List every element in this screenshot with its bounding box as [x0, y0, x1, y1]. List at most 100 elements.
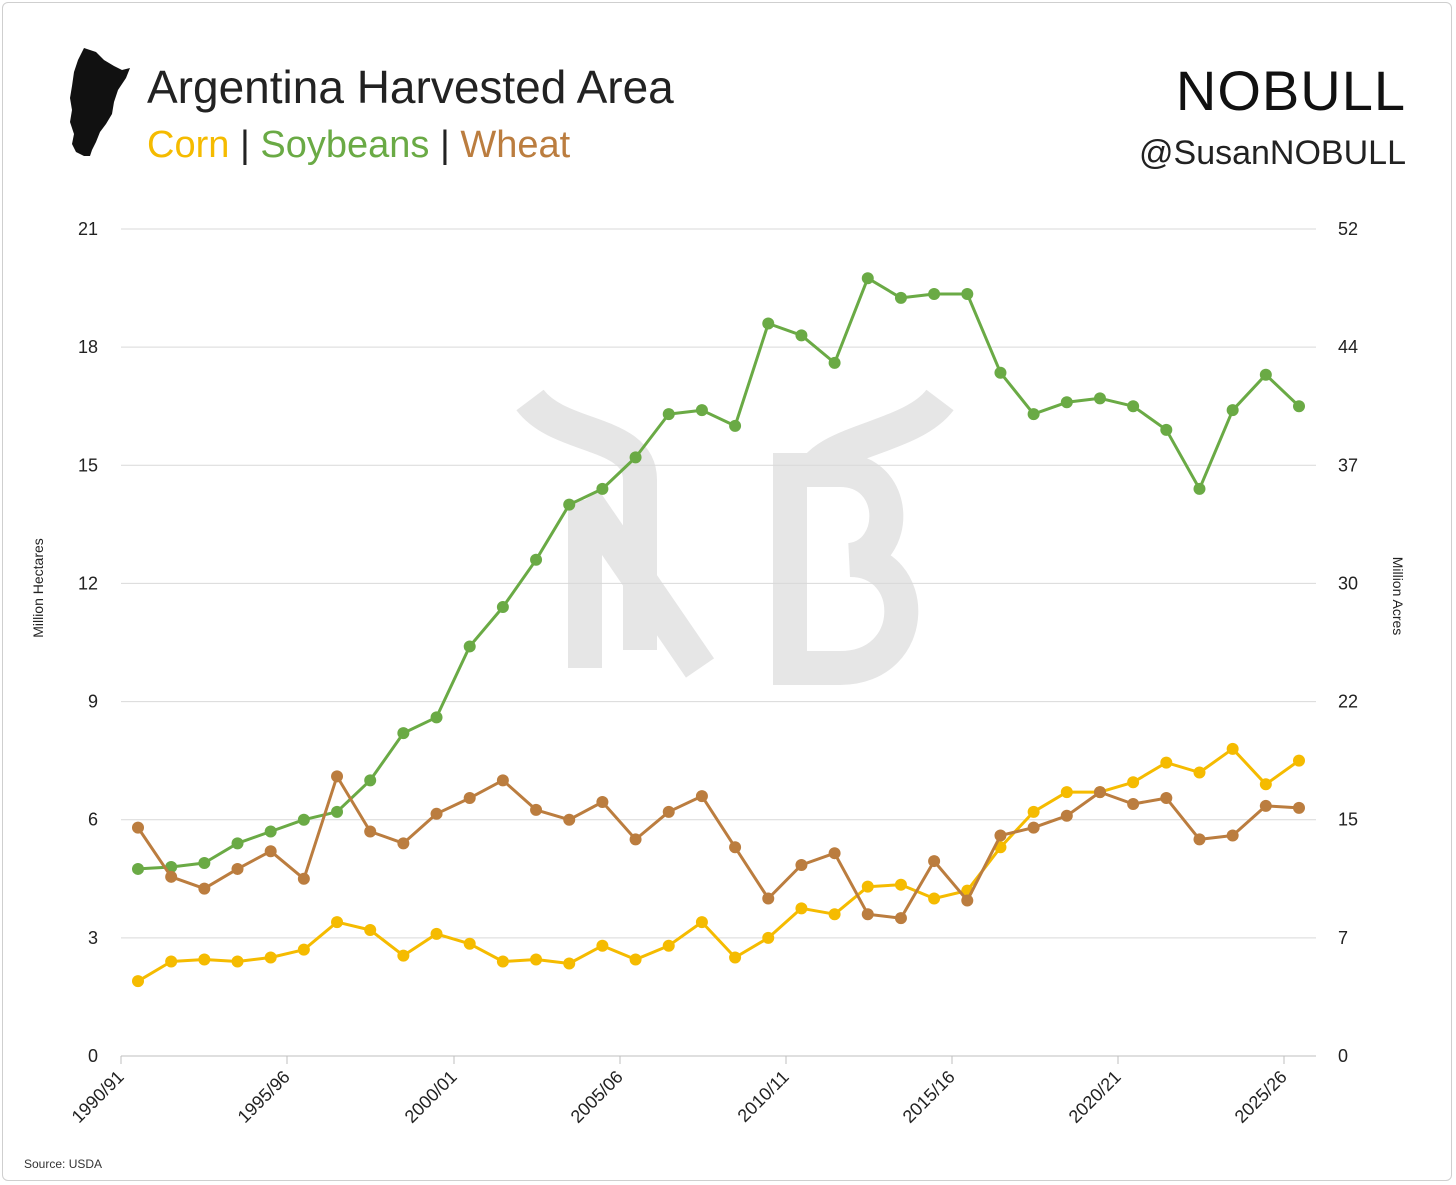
- data-point: [430, 807, 443, 820]
- data-point: [1060, 809, 1073, 822]
- data-point: [828, 847, 841, 860]
- data-point: [729, 419, 742, 432]
- data-point: [463, 792, 476, 805]
- data-point: [894, 912, 907, 925]
- x-tick-label: 2015/16: [899, 1067, 959, 1127]
- chart-subtitle: Corn | Soybeans | Wheat: [147, 124, 570, 167]
- y-tick-label: 3: [88, 928, 98, 948]
- data-point: [629, 451, 642, 464]
- data-point: [132, 862, 144, 875]
- y-tick-label: 12: [78, 573, 98, 593]
- data-point: [231, 837, 244, 850]
- data-point: [1093, 392, 1106, 405]
- watermark-logo: [516, 388, 954, 685]
- data-point: [695, 916, 708, 929]
- data-point: [596, 795, 609, 808]
- data-point: [132, 821, 144, 834]
- data-point: [861, 908, 874, 921]
- x-tick-label: 1990/91: [68, 1067, 128, 1127]
- data-point: [1259, 368, 1272, 381]
- data-point: [994, 829, 1007, 842]
- source-note: Source: USDA: [24, 1157, 103, 1171]
- data-point: [264, 951, 277, 964]
- data-point: [662, 939, 675, 952]
- y-axis-label-left: Million Hectares: [30, 538, 46, 638]
- data-point: [231, 955, 244, 968]
- x-tick-label: 2025/26: [1231, 1067, 1291, 1127]
- data-point: [1127, 797, 1140, 810]
- data-point: [132, 975, 144, 988]
- data-point: [729, 951, 742, 964]
- data-point: [496, 774, 509, 787]
- x-tick-label: 2010/11: [734, 1067, 793, 1126]
- x-tick-label: 2000/01: [401, 1067, 461, 1127]
- y-tick-label: 21: [78, 219, 98, 239]
- y2-tick-label: 52: [1338, 219, 1358, 239]
- x-tick-label: 1995/96: [234, 1067, 294, 1127]
- y2-tick-label: 15: [1338, 810, 1358, 830]
- data-point: [1193, 833, 1206, 846]
- data-point: [530, 803, 543, 816]
- y2-tick-label: 0: [1338, 1046, 1348, 1066]
- data-point: [1160, 423, 1173, 436]
- data-point: [596, 482, 609, 495]
- data-point: [496, 955, 509, 968]
- data-point: [331, 770, 344, 783]
- data-point: [961, 894, 974, 907]
- data-point: [364, 825, 377, 838]
- data-point: [928, 892, 941, 905]
- data-point: [1127, 400, 1140, 413]
- data-point: [596, 939, 609, 952]
- data-point: [563, 498, 576, 511]
- y2-tick-label: 44: [1338, 337, 1358, 357]
- data-point: [928, 287, 941, 300]
- data-point: [297, 872, 310, 885]
- data-point: [1160, 792, 1173, 805]
- data-point: [695, 404, 708, 417]
- data-point: [1259, 799, 1272, 812]
- legend-corn: Corn: [147, 124, 230, 166]
- y-tick-label: 15: [78, 455, 98, 475]
- data-point: [1060, 396, 1073, 409]
- data-point: [198, 857, 211, 870]
- series: [132, 272, 1305, 988]
- data-point: [861, 272, 874, 285]
- data-point: [1160, 756, 1173, 769]
- data-point: [662, 805, 675, 818]
- series-line: [136, 774, 1300, 920]
- brand-handle: @SusanNOBULL: [1139, 134, 1406, 172]
- data-point: [1027, 805, 1040, 818]
- data-point: [397, 837, 410, 850]
- y2-tick-label: 30: [1338, 573, 1358, 593]
- data-point: [762, 892, 775, 905]
- data-point: [1027, 408, 1040, 421]
- data-point: [1093, 786, 1106, 799]
- data-point: [198, 953, 211, 966]
- legend-wheat: Wheat: [460, 124, 571, 166]
- data-point: [165, 870, 178, 883]
- data-point: [364, 923, 377, 936]
- data-point: [297, 813, 310, 826]
- data-point: [762, 931, 775, 944]
- data-point: [1226, 404, 1239, 417]
- data-point: [430, 711, 443, 724]
- y-axis-label-right: Million Acres: [1390, 556, 1406, 636]
- data-point: [463, 937, 476, 950]
- data-point: [530, 953, 543, 966]
- data-point: [795, 902, 808, 915]
- data-point: [795, 329, 808, 342]
- data-point: [928, 855, 941, 868]
- data-point: [198, 882, 211, 895]
- data-point: [894, 878, 907, 891]
- data-point: [828, 908, 841, 921]
- data-point: [729, 841, 742, 854]
- y-tick-label: 9: [88, 692, 98, 712]
- data-point: [397, 949, 410, 962]
- data-point: [1259, 778, 1272, 791]
- series-line: [137, 276, 1301, 871]
- data-point: [397, 727, 410, 740]
- data-point: [364, 774, 377, 787]
